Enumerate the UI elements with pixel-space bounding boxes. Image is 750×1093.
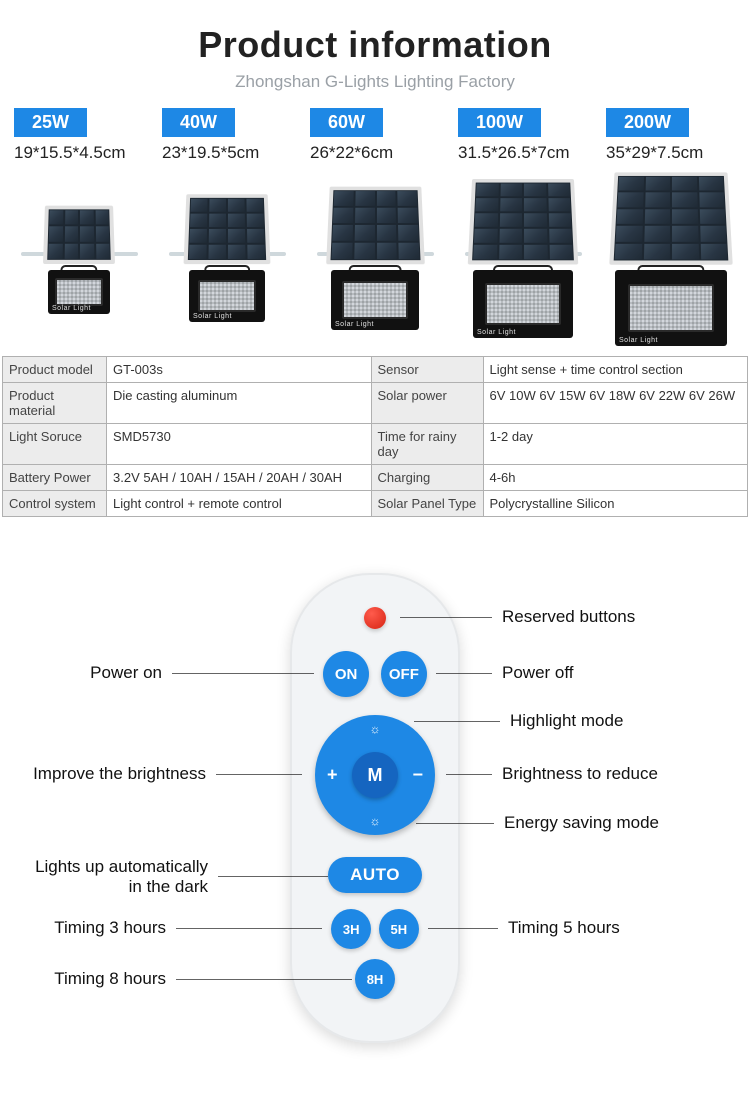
wattage-badge: 25W bbox=[14, 108, 87, 137]
dimensions-label: 26*22*6cm bbox=[310, 143, 393, 163]
spec-key: Battery Power bbox=[3, 465, 107, 491]
floodlight-icon: Solar Light bbox=[615, 270, 727, 346]
dimensions-label: 19*15.5*4.5cm bbox=[14, 143, 126, 163]
spec-table: Product modelGT-003sSensorLight sense + … bbox=[2, 356, 748, 517]
solar-panel-icon bbox=[468, 179, 579, 265]
brightness-down-button: − bbox=[412, 765, 423, 786]
spec-value: 1-2 day bbox=[484, 424, 749, 465]
timer-5h-button: 5H bbox=[379, 909, 419, 949]
variant-60W: 60W 26*22*6cm Solar Light bbox=[310, 108, 440, 346]
spec-key: Solar power bbox=[372, 383, 484, 424]
spec-value: Polycrystalline Silicon bbox=[484, 491, 749, 517]
highlight-mode-button: ☼ bbox=[370, 723, 381, 735]
floodlight-icon: Solar Light bbox=[48, 270, 110, 314]
spec-key: Solar Panel Type bbox=[372, 491, 484, 517]
spec-key: Light Soruce bbox=[3, 424, 107, 465]
callout-power-on: Power on bbox=[0, 663, 314, 683]
wattage-badge: 40W bbox=[162, 108, 235, 137]
product-image: Solar Light bbox=[162, 169, 292, 322]
energy-mode-button: ☼ bbox=[370, 815, 381, 827]
page-title: Product information bbox=[0, 24, 750, 66]
spec-value: Light sense + time control section bbox=[484, 357, 749, 383]
callout-energy: Energy saving mode bbox=[416, 813, 736, 833]
reserved-led bbox=[364, 607, 386, 629]
solar-panel-icon bbox=[609, 172, 732, 264]
timer-8h-button: 8H bbox=[355, 959, 395, 999]
callout-t3: Timing 3 hours bbox=[0, 918, 322, 938]
spec-key: Sensor bbox=[372, 357, 484, 383]
mode-button: M bbox=[352, 752, 398, 798]
spec-value: GT-003s bbox=[107, 357, 372, 383]
variant-40W: 40W 23*19.5*5cm Solar Light bbox=[162, 108, 292, 346]
callout-t5: Timing 5 hours bbox=[428, 918, 728, 938]
spec-value: 4-6h bbox=[484, 465, 749, 491]
spec-value: 3.2V 5AH / 10AH / 15AH / 20AH / 30AH bbox=[107, 465, 372, 491]
spec-value: SMD5730 bbox=[107, 424, 372, 465]
callout-power-off: Power off bbox=[436, 663, 736, 683]
auto-button: AUTO bbox=[328, 857, 422, 893]
floodlight-icon: Solar Light bbox=[189, 270, 265, 322]
floodlight-icon: Solar Light bbox=[331, 270, 419, 330]
spec-value: Light control + remote control bbox=[107, 491, 372, 517]
variant-row: 25W 19*15.5*4.5cm Solar Light 40W 23*19.5*5c… bbox=[14, 108, 736, 346]
spec-value: Die casting aluminum bbox=[107, 383, 372, 424]
dimensions-label: 23*19.5*5cm bbox=[162, 143, 259, 163]
variant-200W: 200W 35*29*7.5cm Solar Light bbox=[606, 108, 736, 346]
dimensions-label: 31.5*26.5*7cm bbox=[458, 143, 570, 163]
solar-panel-icon bbox=[43, 206, 115, 264]
product-image: Solar Light bbox=[606, 169, 736, 346]
spec-key: Control system bbox=[3, 491, 107, 517]
product-image: Solar Light bbox=[310, 169, 440, 330]
product-image: Solar Light bbox=[14, 169, 144, 314]
power-off-button: OFF bbox=[381, 651, 427, 697]
wattage-badge: 100W bbox=[458, 108, 541, 137]
solar-panel-icon bbox=[184, 194, 271, 264]
spec-key: Charging bbox=[372, 465, 484, 491]
callout-reduce: Brightness to reduce bbox=[446, 764, 746, 784]
floodlight-icon: Solar Light bbox=[473, 270, 573, 338]
variant-25W: 25W 19*15.5*4.5cm Solar Light bbox=[14, 108, 144, 346]
callout-auto: Lights up automatically in the dark bbox=[0, 857, 328, 896]
dimensions-label: 35*29*7.5cm bbox=[606, 143, 703, 163]
spec-key: Time for rainy day bbox=[372, 424, 484, 465]
solar-panel-icon bbox=[326, 187, 425, 265]
power-on-button: ON bbox=[323, 651, 369, 697]
timer-3h-button: 3H bbox=[331, 909, 371, 949]
callout-reserved: Reserved buttons bbox=[400, 607, 730, 627]
variant-100W: 100W 31.5*26.5*7cm Solar Light bbox=[458, 108, 588, 346]
wattage-badge: 200W bbox=[606, 108, 689, 137]
spec-key: Product material bbox=[3, 383, 107, 424]
callout-highlight: Highlight mode bbox=[414, 711, 734, 731]
spec-value: 6V 10W 6V 15W 6V 18W 6V 22W 6V 26W bbox=[484, 383, 749, 424]
spec-key: Product model bbox=[3, 357, 107, 383]
wattage-badge: 60W bbox=[310, 108, 383, 137]
page-subtitle: Zhongshan G-Lights Lighting Factory bbox=[0, 72, 750, 92]
remote-diagram: ON OFF ☼ + M − ☼ AUTO 3H 5H 8H Reserved … bbox=[0, 553, 750, 1093]
brightness-up-button: + bbox=[327, 765, 338, 786]
product-image: Solar Light bbox=[458, 169, 588, 338]
callout-improve: Improve the brightness bbox=[0, 764, 302, 784]
callout-t8: Timing 8 hours bbox=[0, 969, 352, 989]
